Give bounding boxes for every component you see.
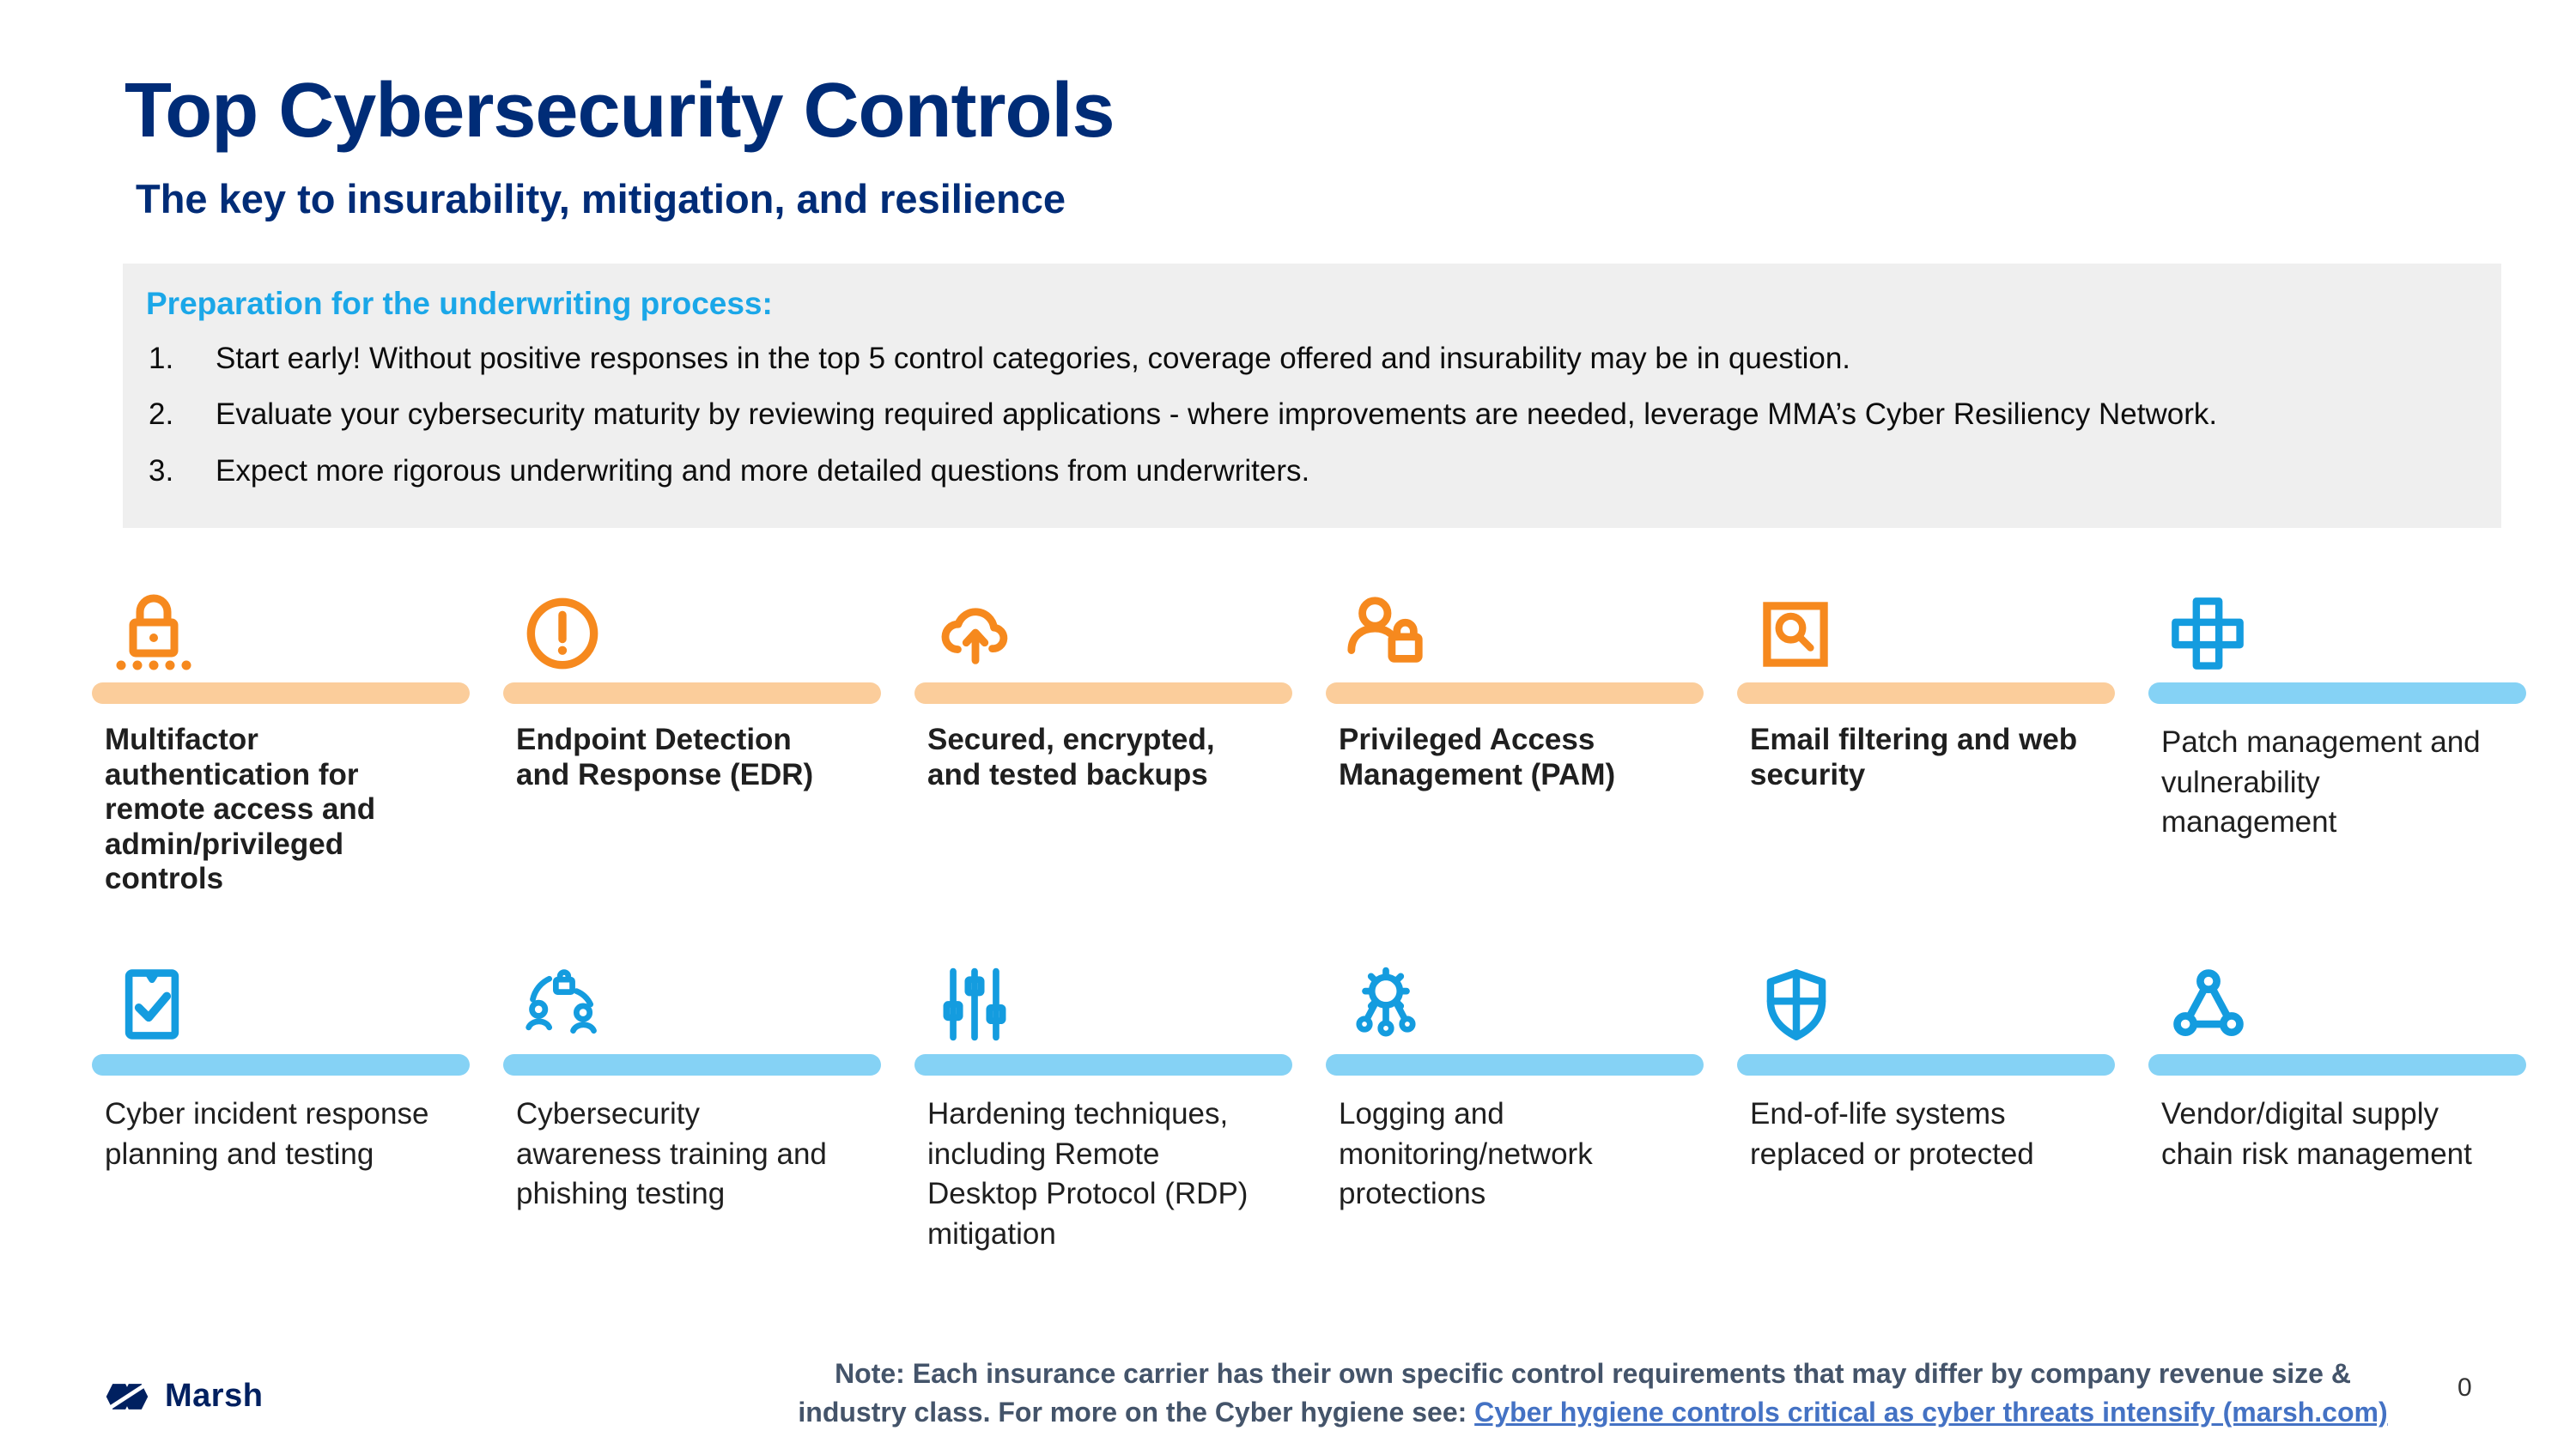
control-item-pam: Privileged Access Management (PAM) bbox=[1326, 588, 1705, 792]
control-label: Cyber incident response planning and tes… bbox=[105, 1097, 429, 1171]
list-number: 1. bbox=[149, 342, 174, 375]
page-subtitle: The key to insurability, mitigation, and… bbox=[136, 176, 1066, 221]
page-title: Top Cybersecurity Controls bbox=[125, 68, 1115, 154]
accent-bar bbox=[914, 1054, 1292, 1076]
marsh-logo: Marsh bbox=[103, 1378, 263, 1415]
control-item-eol-systems: End-of-life systems replaced or protecte… bbox=[1737, 960, 2117, 1174]
marsh-logo-wordmark: Marsh bbox=[165, 1378, 264, 1414]
footer-note-line1: Note: Each insurance carrier has their o… bbox=[835, 1358, 2351, 1389]
control-item-awareness-training: Cybersecurity awareness training and phi… bbox=[503, 960, 883, 1215]
alert-circle-icon bbox=[503, 588, 883, 674]
cloud-upload-icon bbox=[914, 588, 1294, 674]
controls-row-1: Multifactor authentication for remote ac… bbox=[0, 588, 2576, 949]
accent-bar bbox=[1737, 1054, 2115, 1076]
page-number: 0 bbox=[2458, 1373, 2472, 1402]
accent-bar bbox=[92, 682, 470, 704]
control-label: Hardening techniques, including Remote D… bbox=[927, 1097, 1249, 1251]
control-label: Privileged Access Management (PAM) bbox=[1339, 723, 1616, 791]
control-item-incident-response: Cyber incident response planning and tes… bbox=[92, 960, 471, 1174]
footer-note-line2-prefix: industry class. For more on the Cyber hy… bbox=[798, 1397, 1475, 1428]
marsh-logo-icon bbox=[103, 1379, 151, 1414]
accent-bar bbox=[2148, 682, 2526, 704]
control-item-backups: Secured, encrypted, and tested backups bbox=[914, 588, 1294, 792]
control-item-vendor-supply-chain: Vendor/digital supply chain risk managem… bbox=[2148, 960, 2528, 1174]
control-item-mfa: Multifactor authentication for remote ac… bbox=[92, 588, 471, 897]
accent-bar bbox=[1737, 682, 2115, 704]
control-label: Vendor/digital supply chain risk managem… bbox=[2161, 1097, 2472, 1171]
control-label: Endpoint Detection and Response (EDR) bbox=[516, 723, 814, 791]
search-square-icon bbox=[1737, 588, 2117, 674]
preparation-box: Preparation for the underwriting process… bbox=[123, 264, 2501, 528]
list-text: Evaluate your cybersecurity maturity by … bbox=[216, 397, 2218, 431]
control-item-email-filtering: Email filtering and web security bbox=[1737, 588, 2117, 792]
cyber-hygiene-link[interactable]: Cyber hygiene controls critical as cyber… bbox=[1474, 1397, 2388, 1428]
accent-bar bbox=[1326, 682, 1704, 704]
control-label: Secured, encrypted, and tested backups bbox=[927, 723, 1215, 791]
shield-cross-icon bbox=[1737, 960, 2117, 1046]
control-label: Patch management and vulnerability manag… bbox=[2161, 725, 2481, 840]
control-item-hardening-rdp: Hardening techniques, including Remote D… bbox=[914, 960, 1294, 1254]
accent-bar bbox=[503, 1054, 881, 1076]
accent-bar bbox=[92, 1054, 470, 1076]
network-triangle-icon bbox=[2148, 960, 2528, 1046]
control-label: Multifactor authentication for remote ac… bbox=[105, 723, 376, 896]
preparation-heading: Preparation for the underwriting process… bbox=[146, 286, 773, 321]
list-number: 3. bbox=[149, 454, 174, 488]
awareness-training-icon bbox=[503, 960, 883, 1046]
padlock-passcode-icon bbox=[92, 588, 471, 674]
sliders-icon bbox=[914, 960, 1294, 1046]
list-number: 2. bbox=[149, 397, 174, 431]
controls-row-2: Cyber incident response planning and tes… bbox=[0, 960, 2576, 1320]
accent-bar bbox=[914, 682, 1292, 704]
patch-cross-icon bbox=[2148, 588, 2528, 674]
control-item-logging-monitoring: Logging and monitoring/network protectio… bbox=[1326, 960, 1705, 1215]
control-item-patch-management: Patch management and vulnerability manag… bbox=[2148, 588, 2528, 843]
control-label: Email filtering and web security bbox=[1750, 723, 2078, 791]
control-label: End-of-life systems replaced or protecte… bbox=[1750, 1097, 2034, 1171]
footer-note: Note: Each insurance carrier has their o… bbox=[601, 1355, 2576, 1432]
list-text: Expect more rigorous underwriting and mo… bbox=[216, 454, 1310, 488]
footer-note-line2: industry class. For more on the Cyber hy… bbox=[601, 1393, 2576, 1432]
accent-bar bbox=[503, 682, 881, 704]
control-item-edr: Endpoint Detection and Response (EDR) bbox=[503, 588, 883, 792]
accent-bar bbox=[2148, 1054, 2526, 1076]
list-text: Start early! Without positive responses … bbox=[216, 342, 1851, 375]
control-label: Logging and monitoring/network protectio… bbox=[1339, 1097, 1593, 1211]
user-lock-icon bbox=[1326, 588, 1705, 674]
control-label: Cybersecurity awareness training and phi… bbox=[516, 1097, 827, 1211]
accent-bar bbox=[1326, 1054, 1704, 1076]
clipboard-check-icon bbox=[92, 960, 471, 1046]
gear-network-icon bbox=[1326, 960, 1705, 1046]
